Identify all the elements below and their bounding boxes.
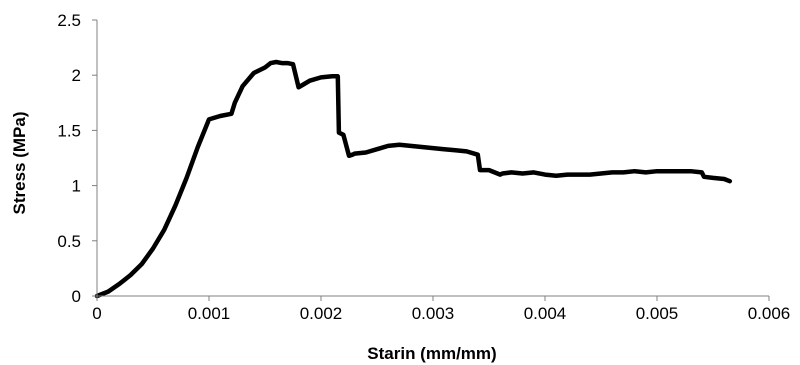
x-tick-label: 0.001: [188, 304, 231, 323]
x-tick-label: 0.004: [524, 304, 567, 323]
y-tick-label: 1.5: [57, 121, 81, 140]
x-axis-ticks: 0 0.001 0.002 0.003 0.004 0.005 0.006: [92, 296, 790, 323]
y-tick-label: 0: [72, 287, 81, 306]
x-tick-label: 0.003: [412, 304, 455, 323]
x-tick-label: 0.002: [300, 304, 343, 323]
y-tick-label: 2: [72, 66, 81, 85]
x-tick-label: 0.005: [636, 304, 679, 323]
x-tick-label: 0: [92, 304, 101, 323]
y-tick-label: 0.5: [57, 232, 81, 251]
y-tick-label: 2.5: [57, 11, 81, 30]
stress-strain-curve: [94, 59, 733, 299]
x-axis-title: Starin (mm/mm): [367, 344, 496, 363]
y-tick-label: 1: [72, 177, 81, 196]
x-tick-label: 0.006: [748, 304, 791, 323]
y-axis-ticks: 0 0.5 1 1.5 2 2.5: [57, 11, 97, 306]
y-axis-title: Stress (MPa): [10, 112, 29, 215]
plot-area: [94, 59, 733, 299]
